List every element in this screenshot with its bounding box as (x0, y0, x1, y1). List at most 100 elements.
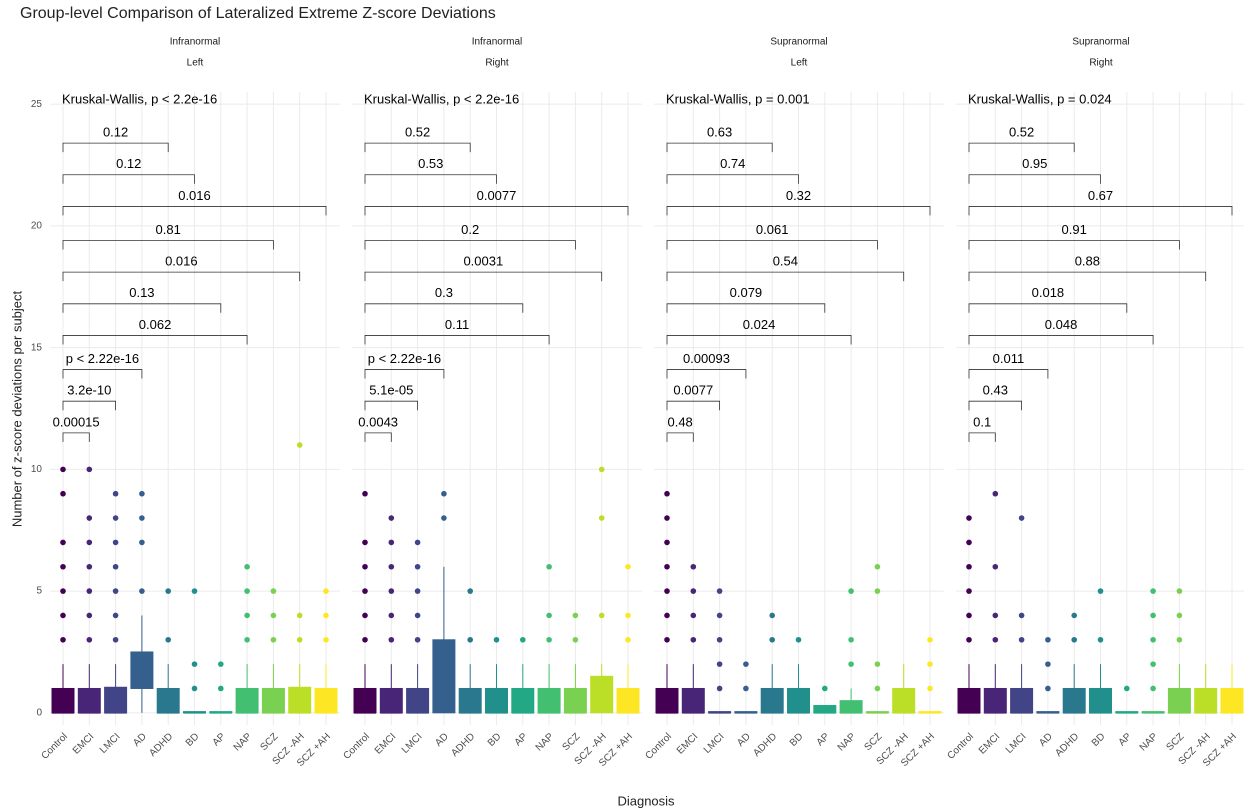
x-tick-label: ADHD (1053, 731, 1081, 759)
outlier (992, 490, 999, 497)
comparison-label: 0.3 (435, 285, 453, 300)
comparison-bracket (666, 400, 720, 411)
comparison-bracket (62, 271, 301, 282)
outlier (388, 636, 395, 643)
outlier (1150, 685, 1156, 692)
box (957, 687, 981, 714)
outlier (716, 636, 723, 643)
box (813, 705, 837, 714)
comparison-label: 0.32 (786, 188, 811, 203)
comparison-bracket (364, 206, 629, 216)
x-tick-label: Control (945, 731, 976, 762)
x-tick-label: AP (211, 731, 228, 748)
outlier (270, 588, 277, 594)
chart-title: Group-level Comparison of Lateralized Ex… (20, 5, 496, 22)
outlier (546, 563, 552, 570)
outlier (467, 588, 474, 594)
outlier (716, 588, 723, 594)
outlier (1071, 612, 1077, 619)
outlier (414, 539, 421, 546)
outlier (1150, 612, 1156, 619)
x-tick-label: LMCI (1004, 731, 1029, 756)
outlier (690, 612, 697, 619)
box (563, 687, 587, 714)
outlier (992, 612, 999, 619)
x-tick-label: ADHD (147, 731, 175, 759)
x-tick-label: BD (788, 731, 806, 749)
comparison-bracket (62, 400, 116, 411)
comparison-bracket (666, 240, 878, 250)
comparison-bracket (364, 271, 603, 282)
outlier (822, 685, 828, 692)
outlier (112, 539, 119, 546)
strip-label: Right (485, 58, 509, 69)
outlier (572, 612, 579, 619)
comparison-label: 0.0077 (673, 383, 713, 398)
comparison-label: 0.54 (773, 254, 798, 269)
box (616, 687, 640, 714)
x-tick-label: Control (39, 731, 70, 762)
outlier (874, 685, 881, 692)
comparison-bracket (62, 335, 248, 345)
outlier (1018, 515, 1025, 521)
box (288, 686, 312, 714)
box (314, 687, 338, 714)
comparison-bracket (364, 240, 576, 250)
comparison-label: 0.67 (1088, 188, 1113, 203)
x-tick-label: SCZ (1164, 731, 1186, 753)
outlier (1176, 588, 1183, 594)
outlier (874, 563, 881, 570)
outlier (1097, 636, 1104, 643)
outlier (244, 612, 250, 619)
x-tick-label: EMCI (373, 731, 398, 756)
outlier (664, 636, 670, 643)
comparison-label: 0.91 (1062, 222, 1087, 237)
outlier (743, 685, 749, 692)
outlier (60, 490, 66, 497)
outlier (795, 636, 802, 643)
comparison-label: 0.74 (720, 156, 745, 171)
outlier (86, 612, 93, 619)
strip-label: Supranormal (1072, 37, 1129, 48)
outlier (112, 490, 119, 497)
box (1010, 687, 1034, 714)
comparison-label: 0.53 (418, 156, 443, 171)
box (1089, 687, 1112, 714)
outlier (112, 588, 119, 594)
comparison-bracket (968, 303, 1128, 313)
x-tick-label: EMCI (675, 731, 700, 756)
x-tick-label: EMCI (71, 731, 96, 756)
x-tick-label: AD (131, 731, 149, 749)
outlier (690, 636, 697, 643)
comparison-label: 0.016 (165, 254, 198, 269)
box (77, 687, 101, 714)
x-tick-label: NAP (534, 731, 557, 754)
comparison-bracket (666, 369, 747, 379)
outlier (218, 661, 224, 667)
x-tick-label: LMCI (98, 731, 123, 756)
comparison-label: 0.1 (973, 414, 991, 429)
outlier (323, 588, 329, 594)
y-tick-label: 15 (31, 342, 43, 353)
outlier (362, 636, 368, 643)
outlier (323, 636, 329, 643)
y-tick-label: 5 (36, 586, 42, 597)
outlier (244, 563, 250, 570)
x-tick-label: NAP (1138, 731, 1161, 754)
comparison-label: 0.0043 (358, 414, 398, 429)
outlier (86, 539, 93, 546)
outlier (388, 539, 395, 546)
outlier (86, 563, 93, 570)
box (983, 687, 1007, 714)
outlier (927, 636, 933, 643)
x-tick-label: ADHD (449, 731, 477, 759)
box (156, 687, 180, 714)
box (839, 700, 863, 714)
outlier (1018, 636, 1025, 643)
box (1062, 687, 1086, 714)
box (537, 687, 561, 714)
outlier (270, 612, 277, 619)
comparison-bracket (968, 400, 1022, 411)
outlier (388, 588, 395, 594)
